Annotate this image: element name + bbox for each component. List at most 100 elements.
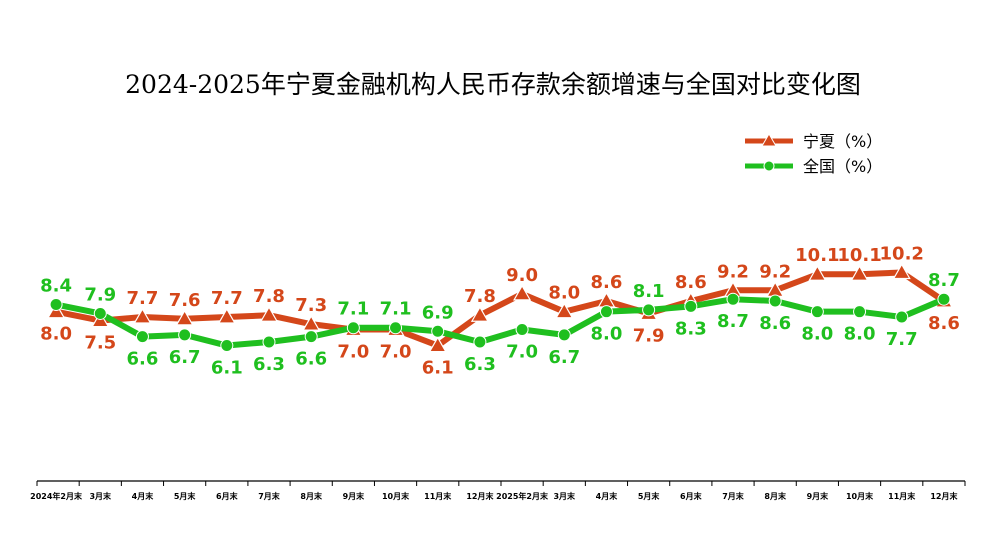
x-tick-label: 12月末	[466, 491, 493, 501]
series-0-point	[470, 306, 489, 322]
series-1-point	[937, 292, 951, 306]
series-1-data-label: 7.0	[506, 342, 538, 363]
series-0-point	[175, 309, 194, 326]
x-tick-label: 4月末	[596, 491, 618, 501]
series-1-data-label: 7.1	[337, 299, 369, 320]
series-1-data-label: 7.1	[380, 299, 412, 320]
series-0-point	[259, 306, 279, 322]
series-0-data-label: 10.1	[837, 245, 881, 266]
series-0-data-label: 8.0	[548, 283, 580, 304]
x-tick-label: 2024年2月末	[30, 491, 82, 501]
series-1-data-label: 6.6	[295, 349, 327, 370]
x-tick-label: 12月末	[930, 491, 957, 501]
x-tick-label: 9月末	[343, 491, 365, 501]
x-axis: 2024年2月末 3月末 4月末 5月末 6月末 7月末 8月末 9月末 10月末 11月末 12月…	[30, 480, 966, 501]
series-0-data-label: 10.2	[880, 243, 924, 264]
series-1-data-label: 6.3	[253, 354, 285, 375]
x-tick-label: 2025年2月末	[496, 491, 548, 501]
series-1-point	[93, 306, 107, 320]
x-tick-label: 8月末	[764, 491, 786, 501]
series-1-data-label: 8.3	[675, 318, 707, 339]
series-0-point	[892, 263, 911, 280]
x-tick-label: 8月末	[300, 491, 322, 501]
x-tick-label: 10月末	[846, 491, 873, 501]
x-tick-label: 7月末	[722, 491, 744, 501]
legend-item-1: 全国（%）	[745, 157, 882, 176]
series-1-point	[853, 305, 867, 319]
series-0-line	[53, 269, 947, 349]
series-1-data-label: 8.7	[717, 311, 749, 332]
series-1-point	[135, 330, 149, 344]
series-1-data-label: 6.7	[548, 347, 580, 368]
legend-swatch-marker	[763, 160, 775, 172]
series-0-point	[808, 265, 827, 281]
series-1-data-label: 6.7	[169, 347, 201, 368]
series-0-data-label: 8.6	[928, 313, 960, 334]
series-1-point	[473, 335, 487, 349]
series-1-line	[53, 296, 947, 349]
series-1-data-label: 6.3	[464, 354, 496, 375]
legend-item-0: 宁夏（%）	[745, 132, 882, 151]
series-1-point	[684, 299, 698, 313]
legend-label: 全国（%）	[803, 157, 882, 176]
series-1-point	[599, 305, 613, 319]
series-0-point	[513, 284, 532, 301]
legend: 宁夏（%） 全国（%）	[745, 132, 882, 176]
series-0-data-label: 7.8	[253, 286, 285, 307]
series-1-point	[49, 298, 63, 312]
series-1-point	[262, 335, 276, 349]
x-tick-label: 9月末	[807, 491, 829, 501]
series-1-data-label: 8.0	[591, 324, 623, 345]
series-0-data-label: 7.7	[211, 288, 243, 309]
x-tick-label: 10月末	[382, 491, 409, 501]
series-1-data-label: 6.1	[211, 358, 243, 379]
series-1-data-label: 6.9	[422, 302, 454, 323]
series-0-data-label: 7.6	[169, 290, 201, 311]
series-0-data-label: 9.2	[759, 261, 791, 282]
series-1-point	[220, 339, 234, 353]
x-tick-label: 6月末	[216, 491, 238, 501]
series-1-point	[389, 321, 403, 335]
series-0-data-label: 8.6	[675, 272, 707, 293]
series-1-point	[431, 324, 445, 338]
data-labels: 8.0 8.4 7.5 7.9 7.7 6.6 7.6 6.7 7.7 6.1 7.8 6.3 7.3 6…	[40, 243, 960, 378]
series-1	[49, 292, 951, 353]
series-0-data-label: 7.3	[295, 295, 327, 316]
series-0-point	[133, 307, 152, 324]
series-1-point	[810, 305, 824, 319]
series-1-data-label: 8.6	[759, 313, 791, 334]
series-1-point	[515, 323, 529, 336]
series-0-data-label: 7.9	[633, 325, 665, 346]
x-tick-label: 11月末	[888, 491, 915, 501]
x-tick-label: 3月末	[553, 491, 575, 501]
series-0-data-label: 10.1	[795, 245, 839, 266]
series-1-point	[895, 310, 909, 324]
x-tick-label: 5月末	[174, 491, 196, 501]
series-0-data-label: 7.7	[127, 288, 159, 309]
series-1-point	[557, 328, 571, 342]
series-0-point	[850, 265, 869, 281]
series-1-data-label: 7.9	[84, 284, 116, 305]
series-0-data-label: 7.0	[337, 342, 369, 363]
series-0-point	[428, 336, 447, 353]
series-0-data-label: 7.0	[380, 342, 412, 363]
series-1-point	[768, 294, 782, 308]
series-0-data-label: 9.0	[506, 265, 538, 286]
series-layer	[47, 263, 953, 353]
series-0-data-label: 8.6	[591, 272, 623, 293]
series-1-data-label: 8.0	[801, 324, 833, 345]
series-0-data-label: 9.2	[717, 261, 749, 282]
series-1-point	[642, 303, 656, 317]
x-tick-label: 6月末	[680, 491, 702, 501]
series-0-data-label: 7.5	[84, 333, 116, 354]
series-1-data-label: 8.7	[928, 270, 960, 291]
series-1-point	[304, 330, 318, 344]
series-0-data-label: 8.0	[40, 324, 72, 345]
x-tick-label: 11月末	[424, 491, 451, 501]
legend-label: 宁夏（%）	[803, 132, 882, 151]
series-0-point	[555, 302, 574, 319]
chart-title: 2024-2025年宁夏金融机构人民币存款余额增速与全国对比变化图	[125, 70, 861, 99]
series-1-data-label: 8.0	[844, 324, 876, 345]
series-0-data-label: 6.1	[422, 358, 454, 379]
